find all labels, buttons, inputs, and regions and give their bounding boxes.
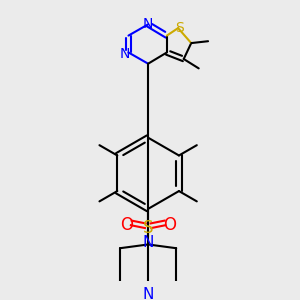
Text: S: S (176, 21, 184, 35)
Text: N: N (142, 235, 154, 250)
Text: N: N (142, 287, 154, 300)
Text: N: N (143, 17, 153, 31)
Text: S: S (143, 219, 153, 237)
Text: N: N (119, 47, 130, 61)
Text: O: O (163, 216, 176, 234)
Text: O: O (120, 216, 133, 234)
